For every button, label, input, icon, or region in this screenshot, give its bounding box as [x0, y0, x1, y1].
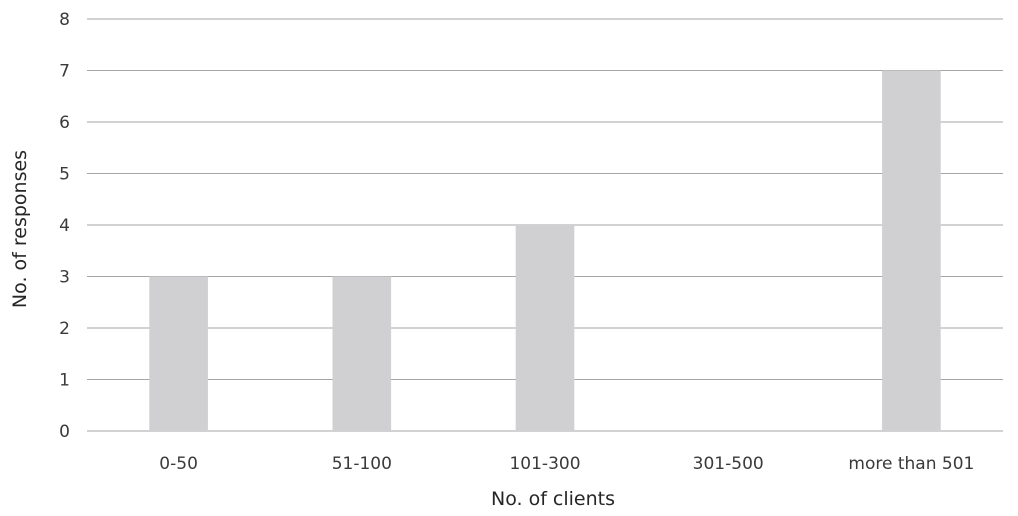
- y-tick-label: 3: [59, 268, 70, 288]
- y-axis-title: No. of responses: [9, 150, 31, 308]
- bar-0-50: [149, 276, 208, 431]
- y-tick-label: 5: [59, 165, 70, 185]
- y-tick-label: 6: [59, 113, 70, 133]
- y-axis-ticks: 0 1 2 3 4 5 6 7 8: [59, 10, 70, 442]
- bars: [149, 70, 941, 431]
- x-axis-ticks: 0-50 51-100 101-300 301-500 more than 501: [159, 454, 974, 474]
- x-tick-label: 51-100: [332, 454, 392, 474]
- x-tick-label: more than 501: [848, 454, 974, 474]
- x-axis-title: No. of clients: [491, 488, 615, 510]
- bar-51-100: [332, 276, 392, 431]
- y-tick-label: 7: [59, 62, 70, 82]
- y-tick-label: 0: [59, 422, 70, 442]
- y-tick-label: 1: [59, 371, 70, 391]
- x-tick-label: 101-300: [509, 454, 580, 474]
- bar-more-than-501: [882, 70, 941, 431]
- y-tick-label: 4: [59, 216, 70, 236]
- bar-101-300: [515, 225, 575, 431]
- y-tick-label: 8: [59, 10, 70, 30]
- x-tick-label: 301-500: [693, 454, 764, 474]
- y-tick-label: 2: [59, 319, 70, 339]
- x-tick-label: 0-50: [159, 454, 198, 474]
